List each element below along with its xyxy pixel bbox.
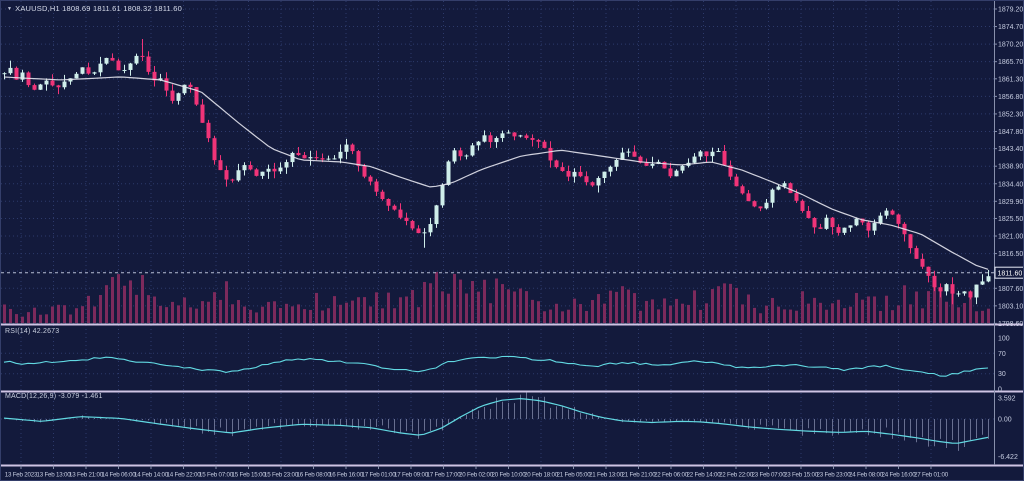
price-tick-label: 1816.50 bbox=[998, 251, 1023, 258]
time-tick-label: 24 Feb 16:00 bbox=[881, 472, 916, 479]
price-tick-label: 1865.70 bbox=[998, 59, 1023, 66]
rsi-line bbox=[3, 355, 989, 377]
time-tick-label: 14 Feb 06:00 bbox=[101, 472, 136, 479]
symbol-ohlc-label: XAUUSD,H1 1808.69 1811.61 1808.32 1811.6… bbox=[15, 4, 182, 13]
volume-layer bbox=[3, 271, 990, 323]
price-tick-label: 1843.40 bbox=[998, 146, 1023, 153]
time-tick-label: 14 Feb 22:00 bbox=[166, 472, 201, 479]
time-tick-label: 16 Feb 16:00 bbox=[329, 472, 364, 479]
time-tick-label: 23 Feb 23:00 bbox=[816, 472, 851, 479]
time-tick-label: 16 Feb 08:00 bbox=[296, 472, 331, 479]
time-tick-label: 22 Feb 14:00 bbox=[686, 472, 721, 479]
price-tick-label: 1838.90 bbox=[998, 164, 1023, 171]
time-tick-label: 17 Feb 17:00 bbox=[426, 472, 461, 479]
time-tick-label: 27 Feb 01:00 bbox=[914, 472, 949, 479]
time-tick-label: 24 Feb 08:00 bbox=[849, 472, 884, 479]
price-tick-label: 1852.30 bbox=[998, 111, 1023, 118]
time-tick-label: 23 Feb 07:00 bbox=[751, 472, 786, 479]
macd-tick-label: 0.00 bbox=[998, 417, 1012, 424]
rsi-tick-label: 0 bbox=[998, 387, 1002, 394]
ma-line bbox=[3, 76, 989, 270]
time-tick-label: 15 Feb 15:00 bbox=[231, 472, 266, 479]
macd-label: MACD(12,26,9) -3.079 -1.461 bbox=[5, 393, 103, 400]
chart-title: ▼ XAUUSD,H1 1808.69 1811.61 1808.32 1811.… bbox=[7, 4, 182, 13]
price-axis[interactable]: 1879.20 1874.70 1870.20 1865.70 1861.30 1856.… bbox=[994, 1, 1023, 465]
price-tick-label: 1803.10 bbox=[998, 303, 1023, 310]
price-tick-label: 1870.20 bbox=[998, 42, 1023, 49]
price-tick-label: 1807.60 bbox=[998, 286, 1023, 293]
macd-tick-label: -6.422 bbox=[998, 454, 1018, 461]
price-tick-label: 1856.80 bbox=[998, 94, 1023, 101]
time-tick-label: 15 Feb 07:00 bbox=[199, 472, 234, 479]
macd-line bbox=[3, 397, 989, 444]
price-tick-label: 1829.90 bbox=[998, 199, 1023, 206]
price-tick-label: 1798.60 bbox=[998, 321, 1023, 328]
price-tick-label: 1834.40 bbox=[998, 181, 1023, 188]
rsi-tick-label: 30 bbox=[998, 371, 1006, 378]
time-tick-label: 15 Feb 23:00 bbox=[264, 472, 299, 479]
price-tick-label: 1821.00 bbox=[998, 234, 1023, 241]
time-tick-label: 21 Feb 05:00 bbox=[556, 472, 591, 479]
time-tick-label: 21 Feb 21:00 bbox=[621, 472, 656, 479]
time-tick-label: 17 Feb 09:00 bbox=[394, 472, 429, 479]
price-tick-label: 1847.80 bbox=[998, 129, 1023, 136]
rsi-tick-label: 70 bbox=[998, 351, 1006, 358]
time-tick-label: 20 Feb 02:00 bbox=[459, 472, 494, 479]
price-tick-label: 1861.30 bbox=[998, 76, 1023, 83]
time-tick-label: 22 Feb 06:00 bbox=[654, 472, 689, 479]
time-tick-label: 13 Feb 21:00 bbox=[69, 472, 104, 479]
macd-tick-label: 3.592 bbox=[998, 396, 1016, 403]
price-tick-label: 1879.20 bbox=[998, 7, 1023, 14]
time-tick-label: 23 Feb 15:00 bbox=[784, 472, 819, 479]
rsi-label: RSI(14) 42.2673 bbox=[5, 328, 60, 335]
symbol-marker-icon: ▼ bbox=[7, 6, 13, 12]
current-price-marker: 1811.60 bbox=[994, 266, 1023, 279]
price-tick-label: 1874.70 bbox=[998, 24, 1023, 31]
price-tick-label: 1825.50 bbox=[998, 216, 1023, 223]
time-tick-label: 22 Feb 22:00 bbox=[719, 472, 754, 479]
time-tick-label: 21 Feb 13:00 bbox=[589, 472, 624, 479]
rsi-tick-label: 100 bbox=[998, 336, 1010, 343]
time-tick-label: 13 Feb 13:00 bbox=[36, 472, 71, 479]
time-tick-label: 20 Feb 18:00 bbox=[524, 472, 559, 479]
time-tick-label: 20 Feb 10:00 bbox=[491, 472, 526, 479]
time-tick-label: 13 Feb 2023 bbox=[5, 472, 38, 479]
time-tick-label: 17 Feb 01:00 bbox=[361, 472, 396, 479]
current-price-label: 1811.60 bbox=[998, 270, 1023, 277]
macd-histogram bbox=[4, 392, 989, 451]
time-tick-label: 14 Feb 14:00 bbox=[134, 472, 169, 479]
